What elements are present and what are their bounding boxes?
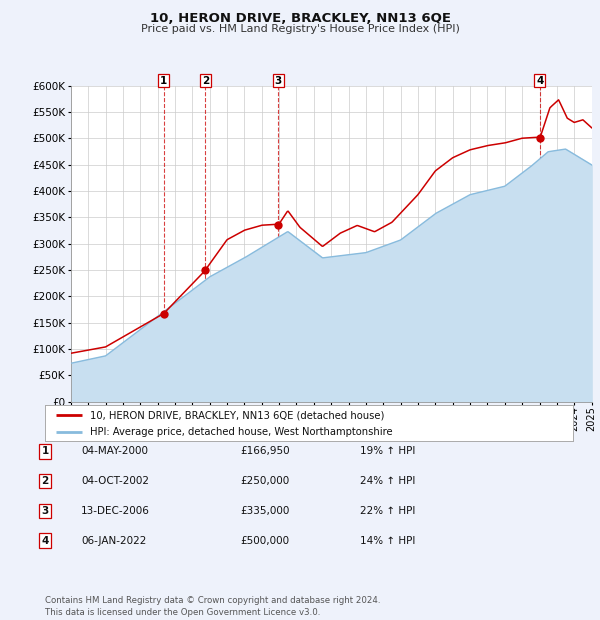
- Text: 14% ↑ HPI: 14% ↑ HPI: [360, 536, 415, 546]
- Text: £500,000: £500,000: [240, 536, 289, 546]
- Text: 24% ↑ HPI: 24% ↑ HPI: [360, 476, 415, 486]
- Text: 22% ↑ HPI: 22% ↑ HPI: [360, 506, 415, 516]
- Text: 2: 2: [41, 476, 49, 486]
- Text: 13-DEC-2006: 13-DEC-2006: [81, 506, 150, 516]
- Text: 04-OCT-2002: 04-OCT-2002: [81, 476, 149, 486]
- Text: £250,000: £250,000: [240, 476, 289, 486]
- Text: 4: 4: [536, 76, 544, 86]
- Text: Contains HM Land Registry data © Crown copyright and database right 2024.
This d: Contains HM Land Registry data © Crown c…: [45, 596, 380, 617]
- Text: 3: 3: [275, 76, 282, 86]
- Text: 06-JAN-2022: 06-JAN-2022: [81, 536, 146, 546]
- Text: 2: 2: [202, 76, 209, 86]
- Text: £166,950: £166,950: [240, 446, 290, 456]
- Text: 1: 1: [41, 446, 49, 456]
- Text: 10, HERON DRIVE, BRACKLEY, NN13 6QE (detached house): 10, HERON DRIVE, BRACKLEY, NN13 6QE (det…: [90, 410, 384, 420]
- Text: Price paid vs. HM Land Registry's House Price Index (HPI): Price paid vs. HM Land Registry's House …: [140, 24, 460, 33]
- Text: 04-MAY-2000: 04-MAY-2000: [81, 446, 148, 456]
- Text: £335,000: £335,000: [240, 506, 289, 516]
- Text: 4: 4: [41, 536, 49, 546]
- Text: 10, HERON DRIVE, BRACKLEY, NN13 6QE: 10, HERON DRIVE, BRACKLEY, NN13 6QE: [149, 12, 451, 25]
- Text: HPI: Average price, detached house, West Northamptonshire: HPI: Average price, detached house, West…: [90, 427, 392, 438]
- Text: 19% ↑ HPI: 19% ↑ HPI: [360, 446, 415, 456]
- Text: 1: 1: [160, 76, 167, 86]
- Text: 3: 3: [41, 506, 49, 516]
